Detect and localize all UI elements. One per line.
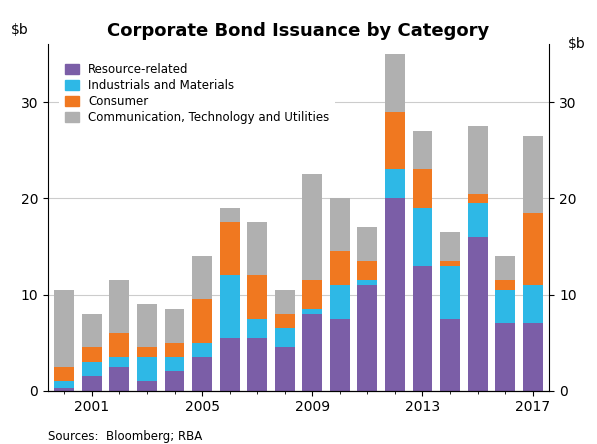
Bar bbox=[54, 367, 74, 381]
Bar bbox=[523, 285, 543, 323]
Bar bbox=[82, 347, 101, 362]
Bar bbox=[220, 208, 239, 222]
Bar bbox=[385, 198, 405, 391]
Bar bbox=[247, 319, 267, 338]
Bar bbox=[523, 136, 543, 213]
Bar bbox=[330, 198, 350, 251]
Bar bbox=[496, 290, 515, 323]
Bar bbox=[440, 232, 460, 261]
Bar bbox=[192, 357, 212, 391]
Bar bbox=[275, 314, 295, 328]
Bar bbox=[440, 319, 460, 391]
Title: Corporate Bond Issuance by Category: Corporate Bond Issuance by Category bbox=[107, 22, 490, 40]
Bar bbox=[358, 261, 377, 280]
Bar bbox=[413, 208, 432, 266]
Bar bbox=[440, 266, 460, 319]
Bar bbox=[440, 261, 460, 266]
Bar bbox=[54, 388, 74, 391]
Bar bbox=[523, 213, 543, 285]
Bar bbox=[275, 328, 295, 347]
Bar bbox=[330, 285, 350, 319]
Bar bbox=[496, 256, 515, 280]
Bar bbox=[165, 372, 184, 391]
Bar bbox=[496, 323, 515, 391]
Bar bbox=[137, 304, 157, 347]
Bar bbox=[496, 280, 515, 290]
Bar bbox=[275, 347, 295, 391]
Bar bbox=[82, 314, 101, 347]
Bar bbox=[165, 357, 184, 372]
Bar bbox=[330, 319, 350, 391]
Bar bbox=[467, 203, 488, 237]
Bar bbox=[358, 285, 377, 391]
Bar bbox=[109, 367, 130, 391]
Bar bbox=[247, 338, 267, 391]
Y-axis label: $b: $b bbox=[568, 37, 586, 52]
Bar bbox=[467, 126, 488, 194]
Bar bbox=[192, 343, 212, 357]
Bar bbox=[109, 333, 130, 357]
Bar bbox=[467, 194, 488, 203]
Bar bbox=[358, 280, 377, 285]
Bar bbox=[413, 266, 432, 391]
Bar bbox=[109, 280, 130, 333]
Bar bbox=[302, 314, 322, 391]
Bar bbox=[192, 256, 212, 299]
Bar bbox=[385, 170, 405, 198]
Bar bbox=[275, 290, 295, 314]
Bar bbox=[137, 347, 157, 357]
Bar bbox=[302, 174, 322, 280]
Bar bbox=[192, 299, 212, 343]
Bar bbox=[82, 362, 101, 377]
Bar bbox=[302, 280, 322, 309]
Bar bbox=[109, 357, 130, 367]
Bar bbox=[137, 381, 157, 391]
Text: Sources:  Bloomberg; RBA: Sources: Bloomberg; RBA bbox=[48, 429, 202, 443]
Bar bbox=[413, 131, 432, 170]
Bar bbox=[385, 54, 405, 112]
Bar bbox=[413, 170, 432, 208]
Bar bbox=[385, 112, 405, 170]
Bar bbox=[247, 275, 267, 319]
Bar bbox=[137, 357, 157, 381]
Bar bbox=[220, 222, 239, 275]
Bar bbox=[165, 343, 184, 357]
Legend: Resource-related, Industrials and Materials, Consumer, Communication, Technology: Resource-related, Industrials and Materi… bbox=[59, 57, 336, 130]
Bar bbox=[467, 237, 488, 391]
Bar bbox=[165, 309, 184, 343]
Bar bbox=[247, 222, 267, 275]
Bar bbox=[220, 338, 239, 391]
Bar bbox=[54, 381, 74, 388]
Bar bbox=[220, 275, 239, 338]
Bar bbox=[82, 377, 101, 391]
Bar bbox=[330, 251, 350, 285]
Bar bbox=[302, 309, 322, 314]
Y-axis label: $b: $b bbox=[11, 24, 29, 37]
Bar bbox=[358, 227, 377, 261]
Bar bbox=[54, 290, 74, 367]
Bar bbox=[523, 323, 543, 391]
